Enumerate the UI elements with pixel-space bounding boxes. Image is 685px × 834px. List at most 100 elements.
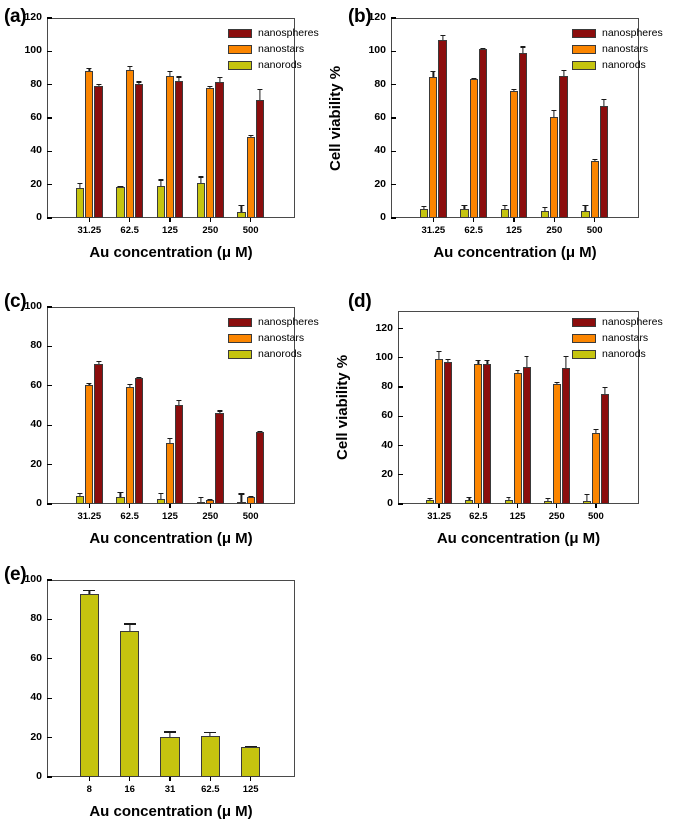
errorbar-stem <box>562 69 565 76</box>
errorbar-cap <box>421 205 427 207</box>
xtick-mark-a-2 <box>169 218 171 222</box>
errorbar-d-nanospheres-2 <box>523 355 531 368</box>
errorbar-cap <box>244 745 257 747</box>
errorbar-stem <box>432 71 434 78</box>
errorbar-a-nanorods-0 <box>76 183 84 189</box>
xtick-mark-b-3 <box>553 218 555 222</box>
errorbar-c-nanospheres-0 <box>94 361 102 364</box>
ytick-mark-c-1 <box>47 463 52 466</box>
bar-d-nanospheres-1 <box>483 364 492 504</box>
legend-label-nanostars: nanostars <box>602 332 649 344</box>
errorbar-e-nanorods-2 <box>160 731 179 738</box>
errorbar-stem <box>209 731 211 736</box>
errorbar-cap <box>136 81 142 83</box>
xtick-mark-d-0 <box>438 504 440 508</box>
legend-label-nanospheres: nanospheres <box>258 27 319 39</box>
ytick-label-a-1: 20 <box>30 177 42 190</box>
errorbar-cap <box>204 731 217 733</box>
errorbar-cap <box>436 351 442 353</box>
legend-swatch-nanorods <box>228 349 252 359</box>
errorbar-stem <box>468 496 470 501</box>
errorbar-cap <box>217 410 223 412</box>
errorbar-cap <box>582 204 588 206</box>
xtick-mark-a-4 <box>249 218 252 222</box>
ytick-mark-b-1 <box>391 183 396 186</box>
ytick-mark-e-4 <box>47 618 52 621</box>
errorbar-cap <box>551 109 557 111</box>
ytick-label-e-1: 20 <box>30 730 42 743</box>
xtick-label-c-4: 500 <box>242 511 259 522</box>
xtick-label-a-1: 62.5 <box>120 225 139 236</box>
legend-item-nanostars: nanostars <box>228 331 319 345</box>
ytick-mark-c-0 <box>47 503 52 505</box>
ytick-label-e-4: 80 <box>30 612 42 625</box>
legend-a: nanospheres nanostars nanorods <box>228 26 319 74</box>
errorbar-cap <box>584 494 590 496</box>
panel-label-c: (c) <box>4 291 27 312</box>
errorbar-stem <box>169 437 171 443</box>
errorbar-e-nanorods-0 <box>80 590 99 594</box>
xtick-mark-e-4 <box>249 777 252 781</box>
ytick-mark-a-0 <box>47 217 52 219</box>
errorbar-b-nanospheres-4 <box>600 99 608 107</box>
errorbar-cap <box>554 381 560 384</box>
bar-c-nanostars-3 <box>206 500 215 504</box>
bar-b-nanospheres-3 <box>559 75 568 218</box>
bar-b-nanospheres-1 <box>478 49 488 218</box>
errorbar-stem <box>97 361 100 364</box>
ytick-label-d-5: 100 <box>375 350 393 363</box>
errorbar-cap <box>96 361 102 363</box>
errorbar-stem <box>447 359 449 363</box>
bar-a-nanorods-3 <box>196 183 206 218</box>
errorbar-d-nanospheres-4 <box>601 387 609 394</box>
errorbar-b-nanostars-4 <box>591 158 599 161</box>
xtick-label-e-4: 125 <box>242 784 259 795</box>
xtick-mark-e-3 <box>209 777 211 781</box>
errorbar-c-nanospheres-3 <box>215 410 223 413</box>
ytick-mark-e-2 <box>47 697 52 699</box>
ytick-mark-d-0 <box>398 503 403 505</box>
xtick-mark-d-2 <box>516 504 519 508</box>
errorbar-b-nanospheres-0 <box>438 34 446 40</box>
errorbar-cap <box>601 99 607 101</box>
errorbar-stem <box>507 496 510 501</box>
errorbar-cap <box>511 88 517 90</box>
errorbar-cap <box>602 387 608 389</box>
errorbar-e-nanorods-1 <box>120 623 139 632</box>
errorbar-stem <box>169 731 171 738</box>
legend-item-nanostars: nanostars <box>572 42 663 56</box>
errorbar-cap <box>592 158 598 160</box>
errorbar-cap <box>524 355 529 357</box>
xtick-label-a-4: 500 <box>242 225 259 236</box>
xtick-mark-b-2 <box>513 218 515 222</box>
xtick-mark-b-4 <box>593 218 596 222</box>
ytick-label-a-4: 80 <box>30 77 42 90</box>
bar-b-nanorods-2 <box>500 209 509 218</box>
ytick-label-e-2: 40 <box>30 691 42 704</box>
errorbar-stem <box>178 399 180 405</box>
legend-d: nanospheres nanostars nanorods <box>572 315 663 363</box>
errorbar-cap <box>96 83 102 86</box>
ytick-label-e-3: 60 <box>30 651 42 664</box>
errorbar-a-nanostars-0 <box>85 68 93 72</box>
ytick-mark-d-3 <box>398 415 403 417</box>
errorbar-cap <box>158 179 164 181</box>
errorbar-d-nanorods-3 <box>544 497 552 502</box>
errorbar-cap <box>238 205 244 207</box>
bar-d-nanostars-3 <box>552 383 561 504</box>
legend-item-nanospheres: nanospheres <box>228 26 319 40</box>
bar-b-nanostars-2 <box>509 90 519 218</box>
errorbar-cap <box>430 71 436 73</box>
errorbar-stem <box>565 355 567 369</box>
ytick-label-c-4: 80 <box>30 339 42 352</box>
bar-c-nanostars-2 <box>165 442 175 504</box>
legend-item-nanorods: nanorods <box>228 58 319 72</box>
xtick-label-e-3: 62.5 <box>201 784 220 795</box>
errorbar-cap <box>593 428 599 431</box>
ytick-label-c-2: 40 <box>30 418 42 431</box>
errorbar-a-nanorods-3 <box>197 176 205 183</box>
x-axis-title-a: Au concentration (μ M) <box>89 244 253 261</box>
ytick-mark-b-6 <box>391 17 396 19</box>
ytick-label-c-1: 20 <box>30 457 42 470</box>
bar-a-nanostars-3 <box>206 88 215 218</box>
